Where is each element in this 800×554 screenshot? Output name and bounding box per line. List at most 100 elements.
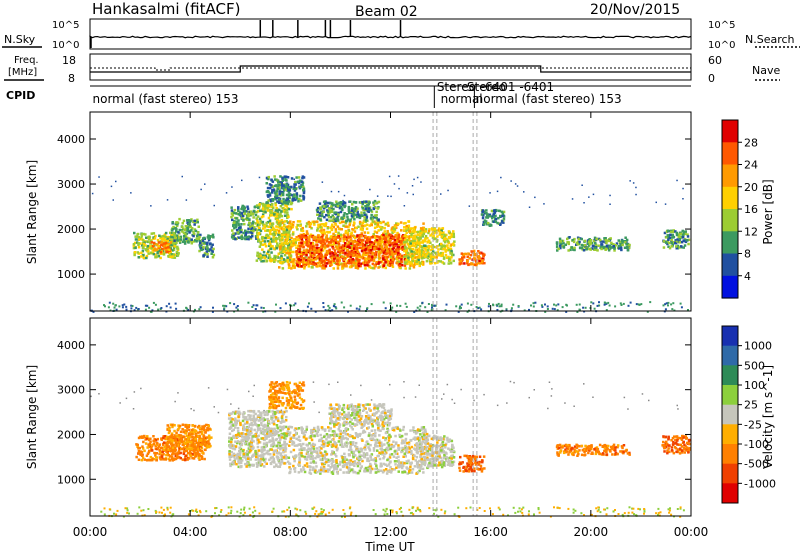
data-cell bbox=[413, 244, 416, 248]
scatter-cell bbox=[446, 383, 449, 386]
data-cell bbox=[373, 214, 377, 217]
data-cell bbox=[404, 249, 408, 253]
data-cell bbox=[233, 221, 236, 224]
scatter-cell bbox=[395, 512, 398, 515]
data-cell bbox=[343, 258, 346, 261]
data-cell bbox=[396, 258, 399, 261]
data-cell bbox=[275, 193, 278, 196]
scatter-cell bbox=[230, 506, 233, 509]
data-cell bbox=[282, 227, 285, 231]
data-cell bbox=[394, 225, 397, 228]
scatter-cell bbox=[523, 191, 525, 193]
scatter-cell bbox=[421, 301, 424, 304]
data-cell bbox=[363, 259, 367, 262]
data-cell bbox=[330, 205, 333, 208]
station-title: Hankasalmi (fitACF) bbox=[92, 0, 240, 18]
data-cell bbox=[255, 229, 259, 232]
data-cell bbox=[460, 252, 464, 255]
data-cell bbox=[443, 240, 447, 244]
scatter-cell bbox=[604, 302, 607, 305]
scatter-cell bbox=[199, 306, 202, 309]
scatter-cell bbox=[413, 178, 415, 181]
scatter-cell bbox=[115, 513, 118, 516]
data-cell bbox=[340, 207, 344, 210]
data-cell bbox=[329, 244, 333, 247]
data-cell bbox=[424, 247, 427, 250]
data-cell bbox=[190, 229, 193, 232]
data-cell bbox=[607, 239, 610, 243]
data-cell bbox=[485, 209, 488, 212]
data-cell bbox=[361, 228, 364, 232]
data-cell bbox=[578, 240, 581, 244]
data-cell bbox=[330, 224, 334, 228]
data-cell bbox=[353, 209, 356, 213]
data-cell bbox=[290, 260, 293, 264]
data-cell bbox=[449, 244, 452, 248]
data-cell bbox=[416, 230, 420, 234]
data-cell bbox=[316, 206, 320, 210]
scatter-cell bbox=[296, 508, 299, 511]
scatter-cell bbox=[199, 511, 202, 514]
data-cell bbox=[617, 244, 621, 248]
data-cell bbox=[275, 184, 278, 187]
data-cell bbox=[243, 237, 247, 240]
data-cell bbox=[625, 238, 629, 242]
scatter-cell bbox=[534, 196, 536, 199]
data-cell bbox=[305, 239, 309, 243]
scatter-cell bbox=[151, 309, 154, 312]
data-cell bbox=[287, 247, 290, 250]
data-cell bbox=[610, 241, 613, 245]
data-cell bbox=[305, 253, 308, 257]
data-cell bbox=[336, 240, 340, 244]
scatter-cell bbox=[679, 515, 682, 518]
data-cell bbox=[355, 208, 358, 211]
data-cell bbox=[576, 241, 579, 245]
data-cell bbox=[292, 262, 295, 265]
scatter-cell bbox=[550, 395, 553, 397]
data-cell bbox=[202, 246, 205, 249]
data-cell bbox=[450, 256, 453, 259]
data-cell bbox=[154, 234, 157, 238]
data-cell bbox=[296, 255, 299, 259]
data-cell bbox=[573, 246, 576, 250]
nsky-series bbox=[89, 20, 692, 48]
data-cell bbox=[276, 237, 279, 240]
data-cell bbox=[619, 244, 622, 247]
data-cell bbox=[375, 210, 378, 214]
data-cell bbox=[266, 194, 270, 197]
data-cell bbox=[182, 452, 186, 456]
data-cell bbox=[256, 219, 259, 222]
data-cell bbox=[626, 249, 630, 252]
data-cell bbox=[626, 242, 630, 246]
data-cell bbox=[466, 262, 469, 265]
scatter-cell bbox=[512, 506, 515, 509]
scatter-cell bbox=[133, 309, 136, 312]
scatter-cell bbox=[551, 388, 553, 390]
data-cell bbox=[173, 452, 176, 455]
scatter-cell bbox=[90, 395, 92, 398]
data-cell bbox=[328, 211, 332, 214]
data-cell bbox=[140, 251, 143, 255]
data-cell bbox=[424, 244, 427, 247]
data-cell bbox=[385, 234, 388, 238]
data-cell bbox=[363, 200, 366, 203]
cpid-text: -6401 -6401 bbox=[481, 80, 555, 94]
data-cell bbox=[411, 254, 414, 258]
data-cell bbox=[481, 252, 485, 256]
data-cell bbox=[443, 247, 446, 251]
data-cell bbox=[186, 219, 189, 222]
data-cell bbox=[292, 196, 296, 199]
data-cell bbox=[293, 189, 297, 192]
data-cell bbox=[189, 454, 192, 457]
data-cell bbox=[338, 227, 341, 231]
data-cell bbox=[318, 264, 322, 268]
data-cell bbox=[338, 259, 341, 262]
data-cell bbox=[334, 241, 338, 245]
data-cell bbox=[435, 256, 438, 259]
data-cell bbox=[587, 240, 591, 243]
data-cell bbox=[384, 243, 388, 247]
data-cell bbox=[431, 250, 435, 253]
scatter-cell bbox=[262, 307, 265, 309]
cpid-text: normal bbox=[441, 92, 483, 106]
data-cell bbox=[367, 254, 371, 258]
